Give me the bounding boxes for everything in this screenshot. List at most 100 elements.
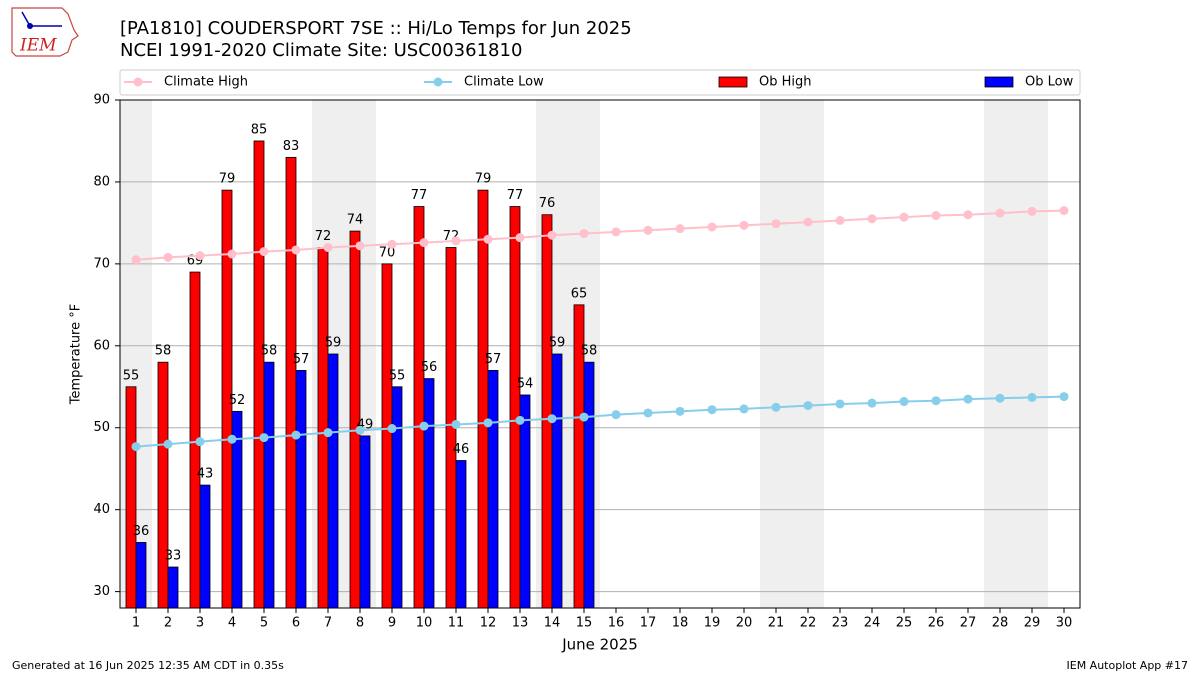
value-label: 56 [421, 360, 438, 375]
line-marker [163, 439, 173, 449]
line-marker [195, 437, 205, 447]
line-marker [515, 233, 525, 243]
x-tick-label: 17 [640, 616, 657, 631]
line-marker [899, 212, 909, 222]
line-marker [643, 408, 653, 418]
bar [487, 369, 499, 609]
line-marker [227, 434, 237, 444]
y-tick-label: 30 [93, 584, 110, 599]
x-tick-label: 29 [1024, 616, 1041, 631]
value-label: 74 [347, 213, 364, 228]
value-label: 77 [507, 188, 524, 203]
line-marker [835, 399, 845, 409]
x-tick-label: 14 [544, 616, 561, 631]
x-tick-label: 11 [448, 616, 465, 631]
footer-left: Generated at 16 Jun 2025 12:35 AM CDT in… [12, 659, 284, 672]
line-marker [675, 406, 685, 416]
line-marker [1027, 206, 1037, 216]
x-axis-label: June 2025 [561, 636, 638, 654]
bar [551, 353, 563, 609]
x-tick-label: 28 [992, 616, 1009, 631]
line-marker [611, 410, 621, 420]
line-marker [739, 220, 749, 230]
logo: IEM [11, 7, 79, 57]
value-label: 59 [549, 336, 566, 351]
value-label: 79 [475, 172, 492, 187]
chart-subtitle: NCEI 1991-2020 Climate Site: USC00361810 [120, 40, 522, 61]
value-label: 58 [581, 344, 598, 359]
line-marker [1027, 392, 1037, 402]
weekend-shade [792, 100, 824, 608]
chart-title: [PA1810] COUDERSPORT 7SE :: Hi/Lo Temps … [120, 18, 632, 39]
value-label: 52 [229, 393, 246, 408]
line [135, 395, 1065, 448]
x-tick-label: 21 [768, 616, 785, 631]
value-label: 77 [411, 188, 428, 203]
line-marker [163, 252, 173, 262]
bar [317, 247, 329, 609]
legend-label: Ob Low [1025, 75, 1074, 90]
x-tick-label: 18 [672, 616, 689, 631]
value-label: 57 [485, 352, 502, 367]
y-axis-label: Temperature °F [69, 304, 84, 405]
y-tick-label: 60 [93, 338, 110, 353]
line-marker [451, 419, 461, 429]
line-marker [579, 412, 589, 422]
x-tick-label: 10 [416, 616, 433, 631]
line-marker [451, 236, 461, 246]
value-label: 79 [219, 172, 236, 187]
value-label: 46 [453, 442, 470, 457]
footer-right: IEM Autoplot App #17 [1067, 659, 1189, 672]
value-label: 33 [165, 549, 182, 564]
line-marker [1059, 392, 1069, 402]
legend-label: Ob High [759, 75, 812, 90]
x-tick-label: 5 [260, 616, 268, 631]
bar [157, 361, 169, 609]
line-marker [227, 249, 237, 259]
line-marker [131, 255, 141, 265]
y-tick-label: 50 [93, 420, 110, 435]
bar [199, 484, 211, 609]
line-marker [419, 421, 429, 431]
line-marker [707, 222, 717, 232]
logo-outline [11, 7, 79, 57]
legend-label: Climate High [164, 75, 248, 90]
x-tick-label: 6 [292, 616, 300, 631]
line-marker [547, 230, 557, 240]
x-tick-label: 9 [388, 616, 396, 631]
line-marker [803, 217, 813, 227]
bar [541, 214, 553, 609]
logo-text: IEM [19, 36, 57, 56]
value-label: 85 [251, 122, 268, 137]
bar [455, 460, 467, 609]
value-label: 55 [389, 368, 406, 383]
x-tick-label: 3 [196, 616, 204, 631]
line-marker [995, 393, 1005, 403]
line-marker [931, 396, 941, 406]
x-tick-label: 27 [960, 616, 977, 631]
line-marker [1059, 206, 1069, 216]
value-label: 72 [315, 229, 332, 244]
line-marker [387, 424, 397, 434]
bar [413, 206, 425, 609]
bar [423, 378, 435, 609]
bar [509, 206, 521, 609]
line-marker [483, 234, 493, 244]
weekend-shade [760, 100, 792, 608]
line-marker [323, 428, 333, 438]
line-marker [259, 247, 269, 257]
x-tick-label: 20 [736, 616, 753, 631]
x-tick-label: 19 [704, 616, 721, 631]
legend-label: Climate Low [464, 75, 544, 90]
bar [285, 156, 297, 609]
line-marker [419, 238, 429, 248]
line-marker [515, 415, 525, 425]
line [135, 209, 1065, 261]
bar [359, 435, 371, 609]
line-marker [483, 418, 493, 428]
legend-marker [133, 77, 143, 87]
line-marker [707, 405, 717, 415]
value-label: 76 [539, 196, 556, 211]
line-marker [803, 401, 813, 411]
